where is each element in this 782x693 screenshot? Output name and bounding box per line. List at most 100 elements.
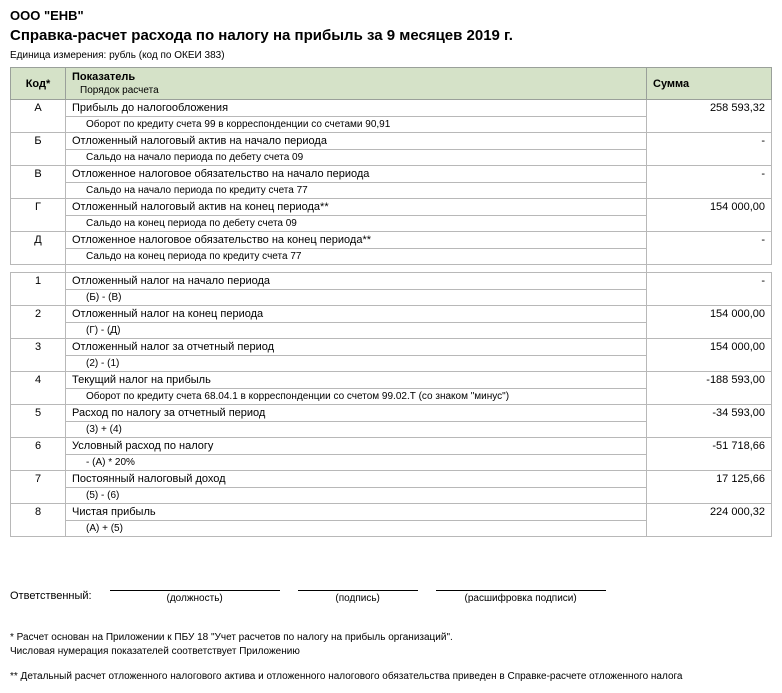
row-calc: Сальдо на конец периода по дебету счета … xyxy=(66,216,647,232)
row-code: 4 xyxy=(11,372,66,405)
row-calc-text: (Б) - (В) xyxy=(72,292,640,303)
row-sum: 154 000,00 xyxy=(647,339,772,372)
row-sum: - xyxy=(647,273,772,306)
table-spacer xyxy=(11,265,772,273)
row-calc-text: Сальдо на конец периода по дебету счета … xyxy=(72,218,640,229)
row-indicator: Условный расход по налогу xyxy=(66,438,647,455)
row-sum: 224 000,32 xyxy=(647,504,772,537)
row-calc: Оборот по кредиту счета 68.04.1 в коррес… xyxy=(66,389,647,405)
signature-post: (должность) xyxy=(110,577,280,604)
signature-block: Ответственный: (должность) (подпись) (ра… xyxy=(10,577,772,604)
row-calc-text: (Г) - (Д) xyxy=(72,325,640,336)
company-name: ООО "ЕНВ" xyxy=(10,8,772,23)
row-code: 1 xyxy=(11,273,66,306)
col-header-indicator-sub: Порядок расчета xyxy=(72,85,640,96)
row-indicator: Отложенный налоговый актив на конец пери… xyxy=(66,199,647,216)
row-calc-text: (2) - (1) xyxy=(72,358,640,369)
row-sum: - xyxy=(647,133,772,166)
row-indicator: Отложенный налог на конец периода xyxy=(66,306,647,323)
row-indicator: Прибыль до налогообложения xyxy=(66,100,647,117)
footnote-1a: * Расчет основан на Приложении к ПБУ 18 … xyxy=(10,632,772,643)
report-table: Код* Показатель Порядок расчета Сумма АП… xyxy=(10,67,772,537)
row-code: 7 xyxy=(11,471,66,504)
row-calc: - (А) * 20% xyxy=(66,455,647,471)
row-calc: Сальдо на начало периода по дебету счета… xyxy=(66,150,647,166)
row-calc-text: (А) + (5) xyxy=(72,523,640,534)
signature-label: Ответственный: xyxy=(10,590,92,604)
row-calc: Сальдо на конец периода по кредиту счета… xyxy=(66,249,647,265)
signature-sign-caption: (подпись) xyxy=(298,593,418,604)
table-row: БОтложенный налоговый актив на начало пе… xyxy=(11,133,772,150)
row-indicator: Расход по налогу за отчетный период xyxy=(66,405,647,422)
row-code: В xyxy=(11,166,66,199)
row-calc-text: Оборот по кредиту счета 99 в корреспонде… xyxy=(72,119,640,130)
table-row: 8Чистая прибыль224 000,32 xyxy=(11,504,772,521)
row-code: 2 xyxy=(11,306,66,339)
row-indicator: Чистая прибыль xyxy=(66,504,647,521)
col-header-indicator-main: Показатель xyxy=(72,71,135,83)
table-row: 5Расход по налогу за отчетный период-34 … xyxy=(11,405,772,422)
row-calc-text: Сальдо на начало периода по дебету счета… xyxy=(72,152,640,163)
row-calc-text: - (А) * 20% xyxy=(72,457,640,468)
row-calc: Сальдо на начало периода по кредиту счет… xyxy=(66,183,647,199)
table-row: 4Текущий налог на прибыль-188 593,00 xyxy=(11,372,772,389)
row-sum: -188 593,00 xyxy=(647,372,772,405)
table-row: ДОтложенное налоговое обязательство на к… xyxy=(11,232,772,249)
row-code: 8 xyxy=(11,504,66,537)
row-sum: -51 718,66 xyxy=(647,438,772,471)
row-sum: -34 593,00 xyxy=(647,405,772,438)
signature-post-caption: (должность) xyxy=(110,593,280,604)
unit-line: Единица измерения: рубль (код по ОКЕИ 38… xyxy=(10,50,772,61)
row-indicator: Отложенное налоговое обязательство на ко… xyxy=(66,232,647,249)
footnotes: * Расчет основан на Приложении к ПБУ 18 … xyxy=(10,632,772,682)
row-calc: (5) - (6) xyxy=(66,488,647,504)
row-indicator: Отложенное налоговое обязательство на на… xyxy=(66,166,647,183)
row-calc: (3) + (4) xyxy=(66,422,647,438)
row-sum: 154 000,00 xyxy=(647,199,772,232)
row-indicator: Отложенный налог на начало периода xyxy=(66,273,647,290)
report-title: Справка-расчет расхода по налогу на приб… xyxy=(10,27,772,44)
row-calc-text: Сальдо на начало периода по кредиту счет… xyxy=(72,185,640,196)
table-row: ГОтложенный налоговый актив на конец пер… xyxy=(11,199,772,216)
col-header-indicator: Показатель Порядок расчета xyxy=(66,68,647,100)
col-header-sum: Сумма xyxy=(647,68,772,100)
signature-sign: (подпись) xyxy=(298,577,418,604)
row-calc: (А) + (5) xyxy=(66,521,647,537)
row-sum: - xyxy=(647,166,772,199)
row-indicator: Текущий налог на прибыль xyxy=(66,372,647,389)
row-code: А xyxy=(11,100,66,133)
table-row: 1Отложенный налог на начало периода- xyxy=(11,273,772,290)
row-sum: 17 125,66 xyxy=(647,471,772,504)
row-calc-text: Сальдо на конец периода по кредиту счета… xyxy=(72,251,640,262)
row-calc-text: (3) + (4) xyxy=(72,424,640,435)
row-calc-text: (5) - (6) xyxy=(72,490,640,501)
row-calc: Оборот по кредиту счета 99 в корреспонде… xyxy=(66,117,647,133)
col-header-code: Код* xyxy=(11,68,66,100)
row-code: Б xyxy=(11,133,66,166)
row-calc: (Г) - (Д) xyxy=(66,323,647,339)
signature-decode: (расшифровка подписи) xyxy=(436,577,606,604)
row-code: Д xyxy=(11,232,66,265)
row-sum: 258 593,32 xyxy=(647,100,772,133)
footnote-1b: Числовая нумерация показателей соответст… xyxy=(10,646,772,657)
row-code: Г xyxy=(11,199,66,232)
row-calc: (2) - (1) xyxy=(66,356,647,372)
table-row: 2Отложенный налог на конец периода154 00… xyxy=(11,306,772,323)
row-calc: (Б) - (В) xyxy=(66,290,647,306)
row-indicator: Отложенный налоговый актив на начало пер… xyxy=(66,133,647,150)
table-row: 3Отложенный налог за отчетный период154 … xyxy=(11,339,772,356)
row-sum: - xyxy=(647,232,772,265)
row-indicator: Отложенный налог за отчетный период xyxy=(66,339,647,356)
table-row: АПрибыль до налогообложения258 593,32 xyxy=(11,100,772,117)
row-sum: 154 000,00 xyxy=(647,306,772,339)
row-code: 3 xyxy=(11,339,66,372)
table-row: 6Условный расход по налогу-51 718,66 xyxy=(11,438,772,455)
table-row: 7Постоянный налоговый доход17 125,66 xyxy=(11,471,772,488)
row-code: 5 xyxy=(11,405,66,438)
signature-decode-caption: (расшифровка подписи) xyxy=(436,593,606,604)
row-code: 6 xyxy=(11,438,66,471)
row-indicator: Постоянный налоговый доход xyxy=(66,471,647,488)
footnote-2: ** Детальный расчет отложенного налогово… xyxy=(10,671,772,682)
row-calc-text: Оборот по кредиту счета 68.04.1 в коррес… xyxy=(72,391,640,402)
table-row: ВОтложенное налоговое обязательство на н… xyxy=(11,166,772,183)
